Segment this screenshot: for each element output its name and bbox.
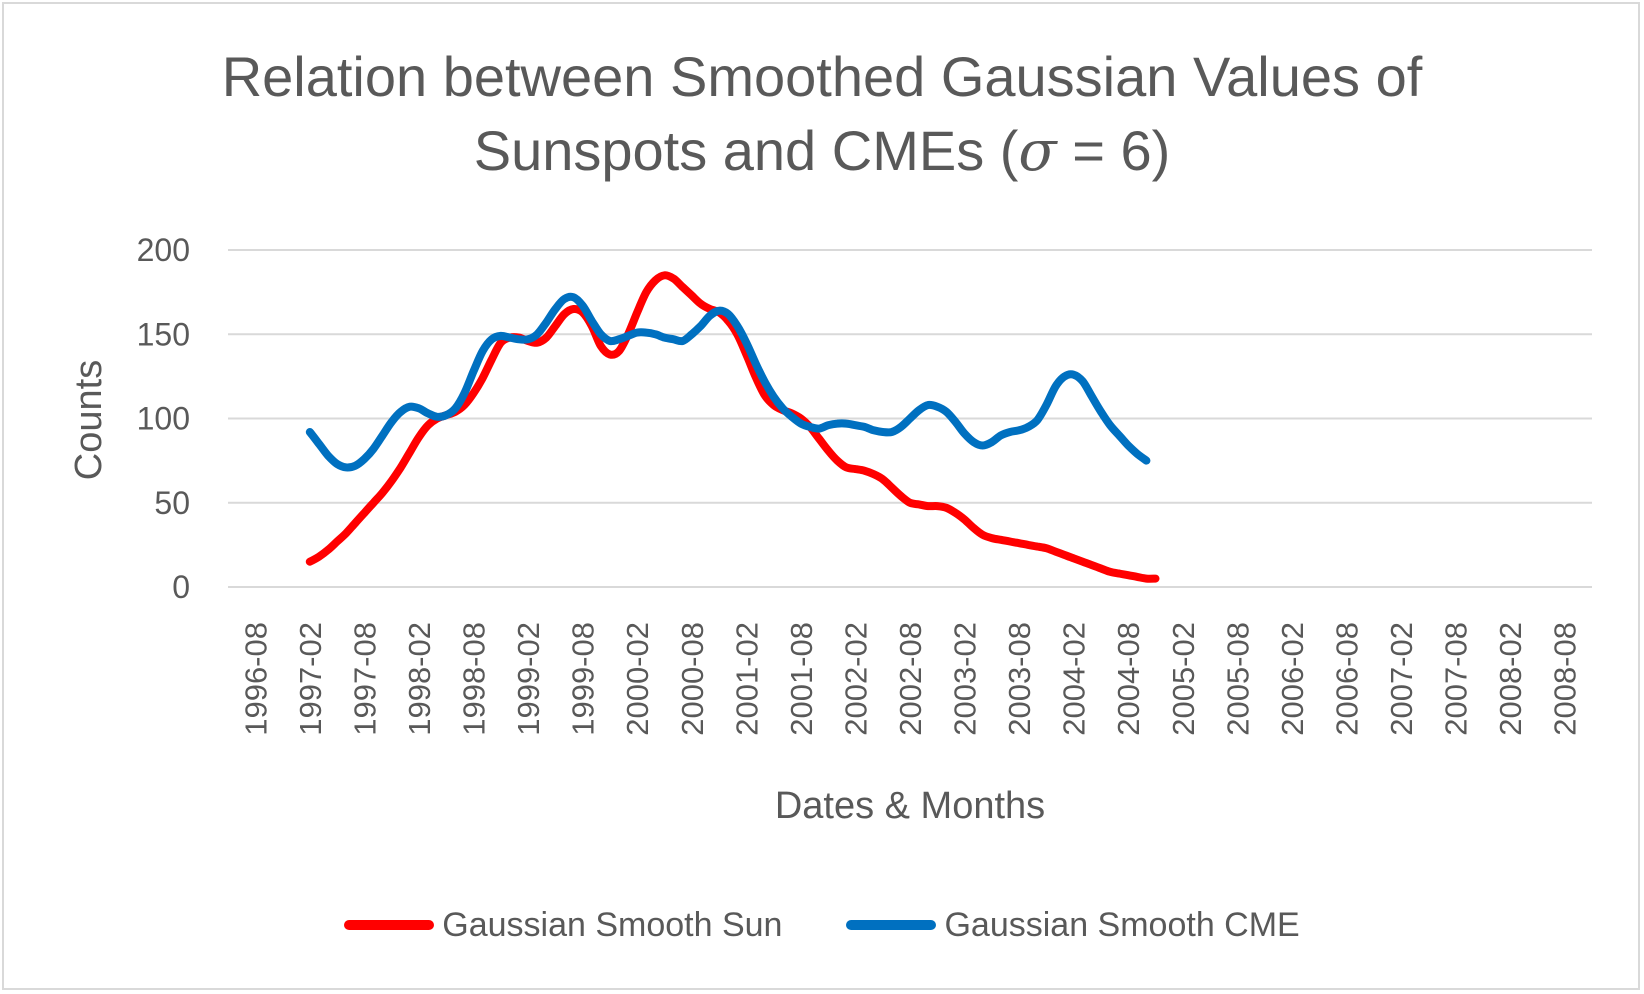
x-tick-label: 2005-08 xyxy=(1220,622,1255,736)
x-tick-label: 2006-08 xyxy=(1329,622,1364,736)
x-tick-label: 1997-08 xyxy=(347,622,382,736)
x-tick-label: 1996-08 xyxy=(238,622,273,736)
legend-label-cme: Gaussian Smooth CME xyxy=(944,905,1300,944)
x-tick-label: 2002-08 xyxy=(893,622,928,736)
x-tick-label: 2007-08 xyxy=(1439,622,1474,736)
x-tick-label: 1997-02 xyxy=(293,622,328,736)
chart-title-line2-post: = 6) xyxy=(1056,119,1171,182)
chart-title-line2-pre: Sunspots and CMEs ( xyxy=(473,119,1019,182)
y-tick-label: 150 xyxy=(137,316,190,352)
x-tick-label: 2003-02 xyxy=(948,622,983,736)
x-tick-label: 2008-08 xyxy=(1548,622,1583,736)
x-tick-label: 2004-08 xyxy=(1111,622,1146,736)
x-tick-label: 1998-02 xyxy=(402,622,437,736)
x-tick-label: 2004-02 xyxy=(1057,622,1092,736)
x-tick-label: 1998-08 xyxy=(457,622,492,736)
x-tick-label: 2001-02 xyxy=(729,622,764,736)
y-tick-label: 50 xyxy=(154,485,190,521)
chart-title: Relation between Smoothed Gaussian Value… xyxy=(0,40,1644,189)
x-tick-label: 2000-02 xyxy=(620,622,655,736)
x-tick-label: 2006-02 xyxy=(1275,622,1310,736)
x-tick-label: 1999-08 xyxy=(566,622,601,736)
x-axis-title: Dates & Months xyxy=(775,785,1045,827)
series-line-cme xyxy=(305,292,1151,472)
x-tick-label: 2002-02 xyxy=(838,622,873,736)
series-lines xyxy=(305,271,1160,583)
y-tick-label: 100 xyxy=(137,401,190,437)
legend-item-cme[interactable]: Gaussian Smooth CME xyxy=(846,905,1300,945)
x-tick-label: 2005-02 xyxy=(1166,622,1201,736)
x-tick-label: 1999-02 xyxy=(511,622,546,736)
legend-label-sun: Gaussian Smooth Sun xyxy=(442,905,783,944)
x-tick-label: 2000-08 xyxy=(675,622,710,736)
y-tick-label: 0 xyxy=(172,569,190,605)
y-axis-title: Counts xyxy=(68,360,110,480)
x-tick-label: 2007-02 xyxy=(1384,622,1419,736)
x-tick-label: 2008-02 xyxy=(1493,622,1528,736)
x-tick-label: 2001-08 xyxy=(784,622,819,736)
legend-swatch-sun xyxy=(344,920,435,930)
x-tick-label: 2003-08 xyxy=(1002,622,1037,736)
chart-title-sigma: σ xyxy=(1018,119,1057,184)
legend: Gaussian Smooth Sun Gaussian Smooth CME xyxy=(0,900,1644,950)
legend-item-sun[interactable]: Gaussian Smooth Sun xyxy=(344,906,782,945)
y-axis-ticks: 0 50 100 150 200 xyxy=(137,232,190,605)
chart-title-line1: Relation between Smoothed Gaussian Value… xyxy=(221,45,1423,108)
chart-title-line2: Sunspots and CMEs (σ = 6) xyxy=(0,114,1644,189)
y-tick-label: 200 xyxy=(137,232,190,268)
x-axis-ticks: 1996-08 1997-02 1997-08 1998-02 1998-08 1999-… xyxy=(238,622,1582,736)
legend-swatch-cme xyxy=(846,920,937,930)
